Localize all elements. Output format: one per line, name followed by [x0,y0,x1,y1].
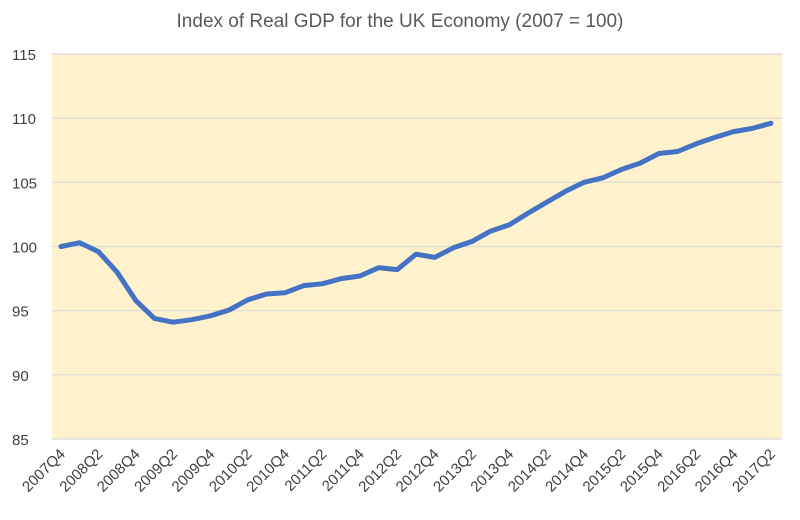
y-tick-label: 110 [12,111,36,128]
y-tick-label: 105 [12,175,37,192]
y-tick-label: 90 [12,368,29,385]
y-tick-label: 85 [12,432,29,449]
y-tick-label: 115 [12,47,36,64]
chart-title: Index of Real GDP for the UK Economy (20… [177,11,624,32]
y-tick-label: 100 [12,240,37,257]
y-tick-label: 95 [12,304,29,321]
gdp-index-line [58,120,774,325]
